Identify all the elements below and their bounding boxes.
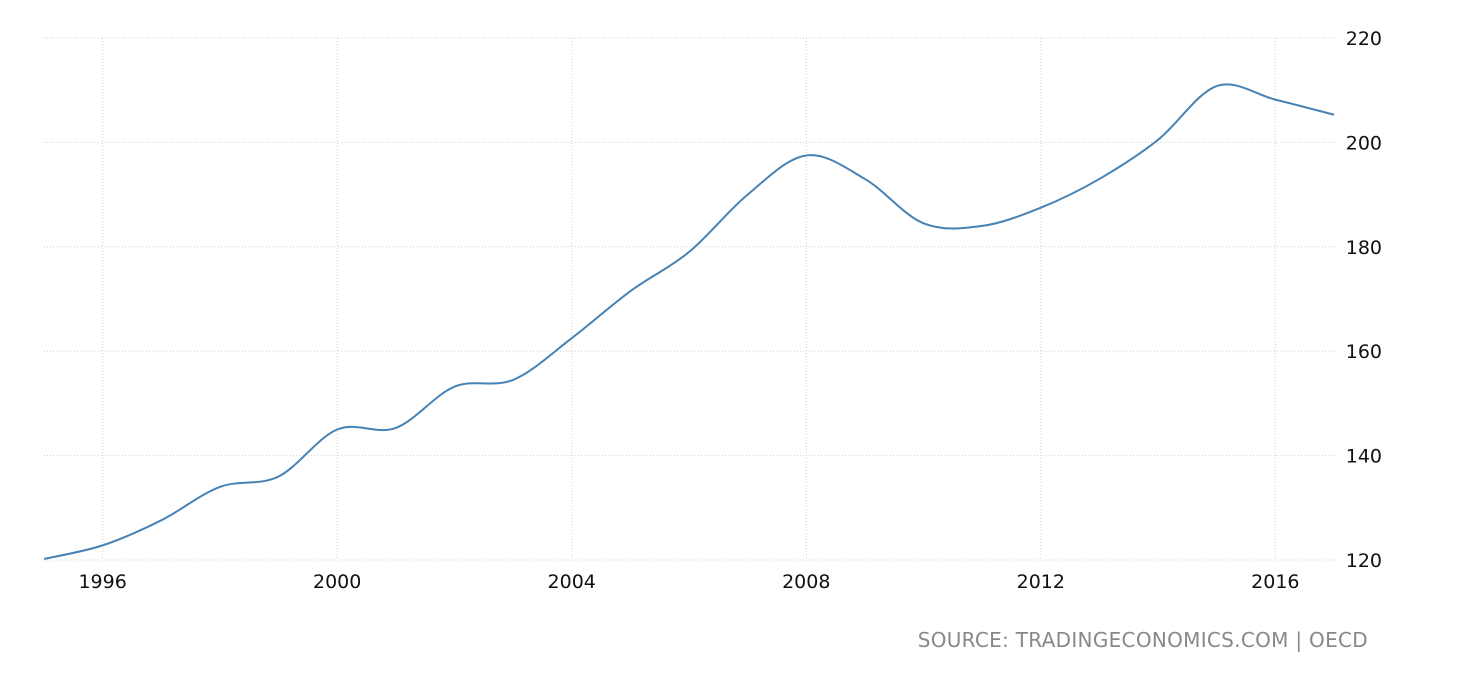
x-tick-label-1996: 1996 [78, 571, 126, 593]
x-tick-label-2008: 2008 [782, 571, 830, 593]
y-tick-label-120: 120 [1346, 550, 1382, 572]
x-tick-label-2004: 2004 [548, 571, 596, 593]
y-tick-label-140: 140 [1346, 446, 1382, 468]
y-gridlines [44, 37, 1336, 561]
x-tick-label-2012: 2012 [1017, 571, 1065, 593]
series-group [43, 83, 1335, 560]
x-gridlines [102, 38, 1276, 560]
y-tick-label-220: 220 [1346, 28, 1382, 50]
series-line-0 [43, 83, 1335, 560]
x-axis-tick-labels: 1996 2000 2004 2008 2012 2016 [78, 571, 1299, 593]
source-attribution: SOURCE: TRADINGECONOMICS.COM | OECD [917, 628, 1368, 652]
y-tick-label-180: 180 [1346, 237, 1382, 259]
y-tick-label-160: 160 [1346, 341, 1382, 363]
y-axis-tick-labels: 120 140 160 180 200 220 [1346, 28, 1382, 572]
x-tick-label-2016: 2016 [1251, 571, 1299, 593]
y-tick-label-200: 200 [1346, 132, 1382, 154]
x-tick-label-2000: 2000 [313, 571, 361, 593]
